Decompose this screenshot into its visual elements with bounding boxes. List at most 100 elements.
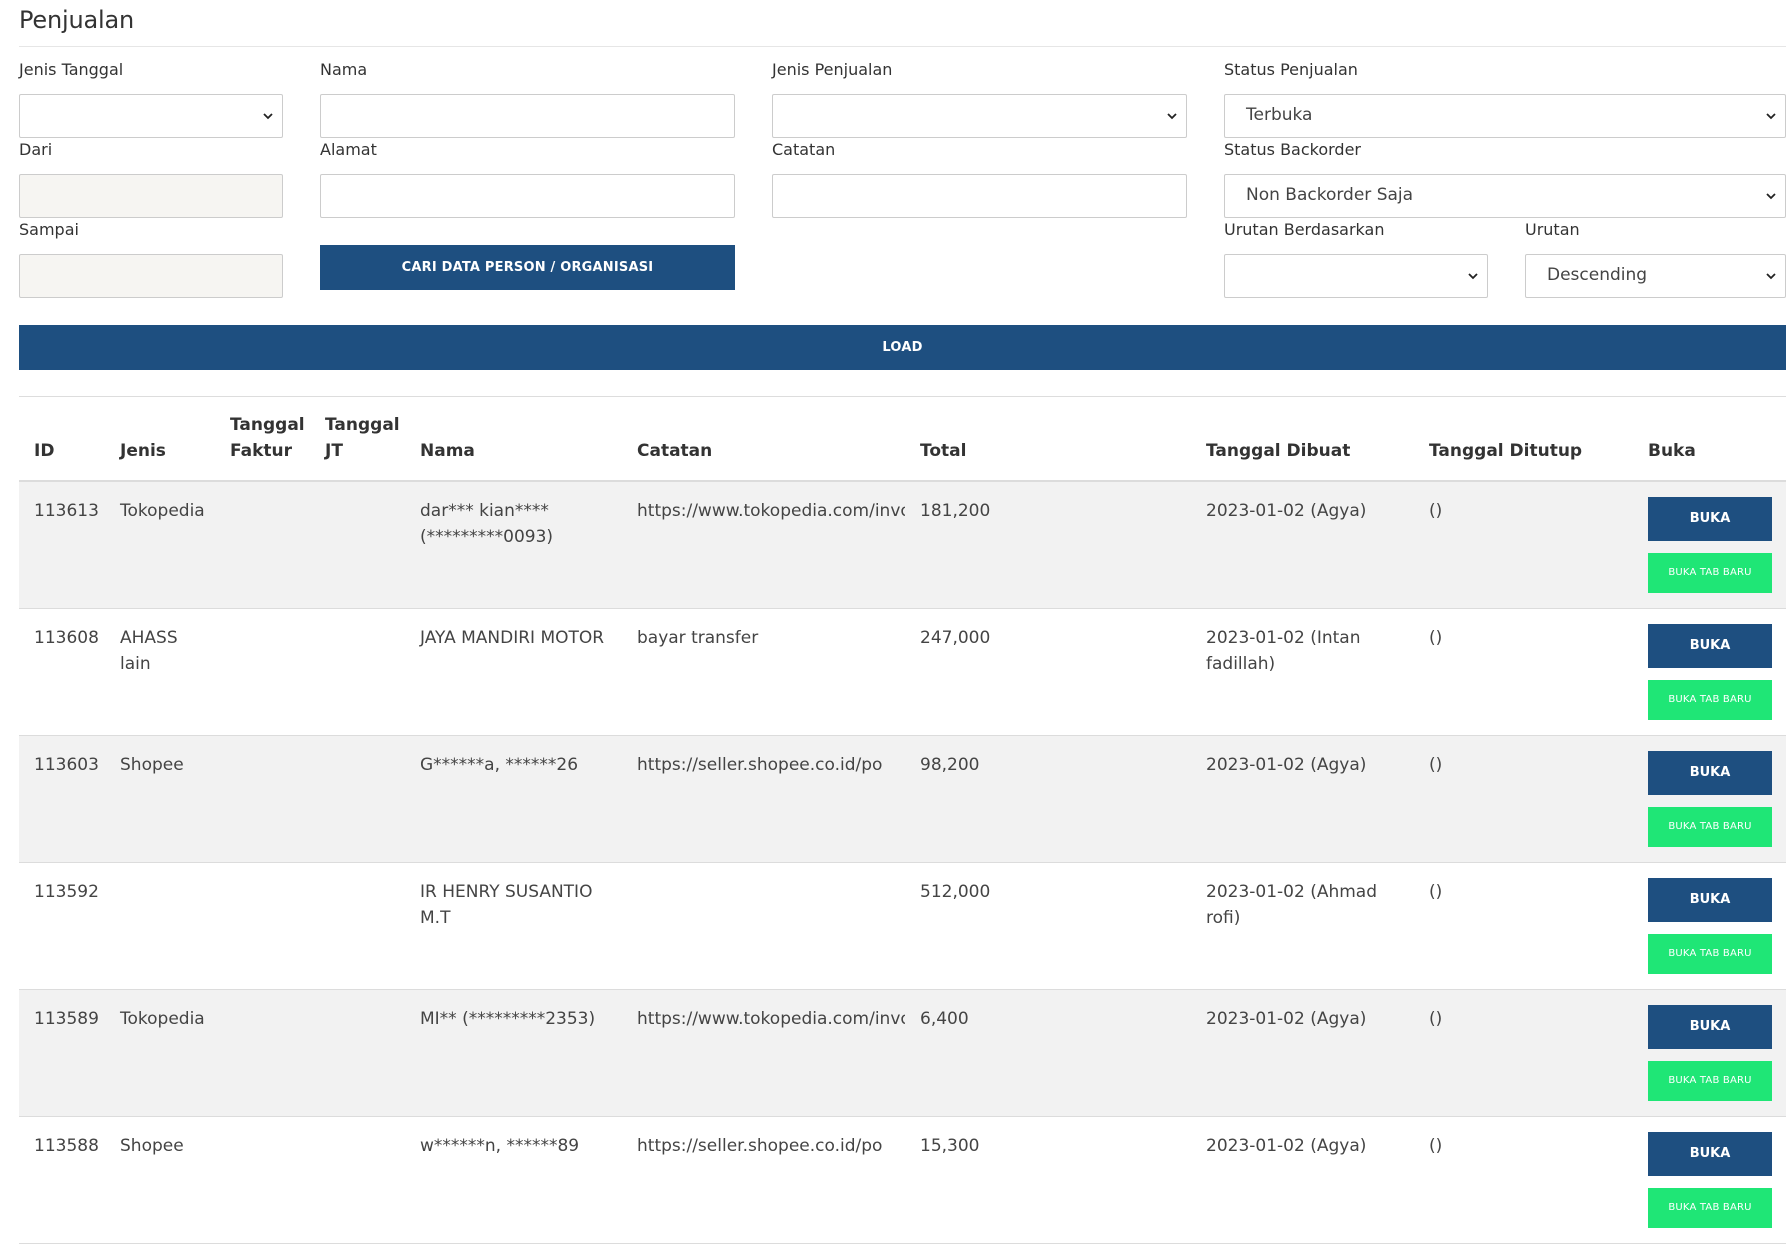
dari-label: Dari	[19, 140, 53, 159]
col-header-jenis[interactable]: Jenis	[105, 396, 215, 482]
cell-tanggal-dibuat: 2023-01-02 (Ahmad rofi)	[1191, 862, 1414, 990]
cell-actions: BUKA BUKA TAB BARU	[1633, 481, 1786, 609]
buka-button[interactable]: BUKA	[1648, 623, 1772, 668]
load-button[interactable]: LOAD	[19, 325, 1786, 370]
buka-tab-baru-button[interactable]: BUKA TAB BARU	[1648, 1060, 1772, 1101]
buka-button[interactable]: BUKA	[1648, 497, 1772, 541]
col-header-tanggal-jt[interactable]: Tanggal JT	[310, 396, 405, 482]
cell-id: 113592	[19, 862, 105, 990]
buka-button[interactable]: BUKA	[1648, 1004, 1772, 1049]
chevron-down-icon	[1766, 193, 1776, 200]
sampai-label: Sampai	[19, 220, 79, 239]
urutan-value: Descending	[1547, 265, 1648, 285]
cell-nama: JAYA MANDIRI MOTOR	[405, 608, 622, 736]
urutan-berdasarkan-label: Urutan Berdasarkan	[1224, 220, 1385, 239]
jenis-tanggal-select[interactable]	[19, 94, 283, 138]
cell-id: 113603	[19, 735, 105, 863]
status-backorder-select[interactable]: Non Backorder Saja	[1224, 174, 1786, 218]
col-header-buka: Buka	[1633, 396, 1786, 482]
catatan-label: Catatan	[772, 140, 836, 159]
page-title: Penjualan	[19, 6, 134, 34]
catatan-input[interactable]	[772, 174, 1187, 218]
cell-total: 15,300	[905, 1116, 1191, 1244]
cell-jenis: Tokopedia	[105, 481, 215, 609]
cell-tanggal-faktur	[215, 862, 310, 990]
cell-total: 181,200	[905, 481, 1191, 609]
cell-tanggal-ditutup: ()	[1414, 608, 1633, 736]
urutan-label: Urutan	[1525, 220, 1580, 239]
cell-tanggal-jt	[310, 989, 405, 1117]
alamat-label: Alamat	[320, 140, 377, 159]
cell-tanggal-ditutup: ()	[1414, 735, 1633, 863]
col-header-tanggal-ditutup[interactable]: Tanggal Ditutup	[1414, 396, 1633, 482]
buka-tab-baru-button[interactable]: BUKA TAB BARU	[1648, 806, 1772, 847]
buka-button[interactable]: BUKA	[1648, 1131, 1772, 1176]
cell-total: 247,000	[905, 608, 1191, 736]
chevron-down-icon	[1766, 273, 1776, 280]
dari-date-field[interactable]	[19, 174, 283, 218]
sampai-date-field[interactable]	[19, 254, 283, 298]
cell-actions: BUKA BUKA TAB BARU	[1633, 1116, 1786, 1244]
col-header-tanggal-faktur[interactable]: Tanggal Faktur	[215, 396, 310, 482]
cell-id: 113589	[19, 989, 105, 1117]
cell-tanggal-dibuat: 2023-01-02 (Agya)	[1191, 481, 1414, 609]
cell-actions: BUKA BUKA TAB BARU	[1633, 989, 1786, 1117]
nama-input[interactable]	[320, 94, 735, 138]
cell-jenis	[105, 862, 215, 990]
cell-tanggal-jt	[310, 608, 405, 736]
cell-jenis: Shopee	[105, 735, 215, 863]
cell-tanggal-ditutup: ()	[1414, 1116, 1633, 1244]
cell-actions: BUKA BUKA TAB BARU	[1633, 608, 1786, 736]
cari-data-person-button[interactable]: CARI DATA PERSON / ORGANISASI	[320, 245, 735, 290]
col-header-total[interactable]: Total	[905, 396, 1191, 482]
cell-total: 98,200	[905, 735, 1191, 863]
jenis-penjualan-label: Jenis Penjualan	[772, 60, 893, 79]
buka-tab-baru-button[interactable]: BUKA TAB BARU	[1648, 553, 1772, 593]
jenis-penjualan-select[interactable]	[772, 94, 1187, 138]
cell-tanggal-ditutup: ()	[1414, 989, 1633, 1117]
col-header-nama[interactable]: Nama	[405, 396, 622, 482]
buka-tab-baru-button[interactable]: BUKA TAB BARU	[1648, 1187, 1772, 1228]
buka-tab-baru-button[interactable]: BUKA TAB BARU	[1648, 933, 1772, 974]
cell-nama: MI** (*********2353)	[405, 989, 622, 1117]
cell-catatan: https://www.tokopedia.com/invo	[622, 481, 905, 609]
cell-nama: w******n, ******89	[405, 1116, 622, 1244]
cell-nama: G******a, ******26	[405, 735, 622, 863]
urutan-berdasarkan-select[interactable]	[1224, 254, 1488, 298]
col-header-tanggal-jt-line1: Tanggal	[325, 415, 400, 435]
col-header-id[interactable]: ID	[19, 396, 105, 482]
chevron-down-icon	[263, 113, 273, 120]
buka-button[interactable]: BUKA	[1648, 750, 1772, 795]
cell-id: 113608	[19, 608, 105, 736]
buka-tab-baru-button[interactable]: BUKA TAB BARU	[1648, 679, 1772, 720]
table-row: 113588 Shopee w******n, ******89 https:/…	[19, 1116, 1786, 1244]
status-penjualan-select[interactable]: Terbuka	[1224, 94, 1786, 138]
cell-nama: dar*** kian**** (*********0093)	[405, 481, 622, 609]
cell-tanggal-faktur	[215, 481, 310, 609]
cell-tanggal-dibuat: 2023-01-02 (Agya)	[1191, 735, 1414, 863]
table-row: 113603 Shopee G******a, ******26 https:/…	[19, 735, 1786, 863]
cell-catatan	[622, 862, 905, 990]
table-row: 113592 IR HENRY SUSANTIO M.T 512,000 202…	[19, 862, 1786, 990]
buka-button[interactable]: BUKA	[1648, 877, 1772, 922]
alamat-input[interactable]	[320, 174, 735, 218]
cell-catatan: https://seller.shopee.co.id/po	[622, 735, 905, 863]
status-penjualan-value: Terbuka	[1246, 105, 1313, 125]
cell-tanggal-jt	[310, 862, 405, 990]
cell-id: 113588	[19, 1116, 105, 1244]
cell-tanggal-faktur	[215, 608, 310, 736]
sales-table-wrapper: ID Jenis Tanggal Faktur Tanggal JT Nama Ca…	[19, 396, 1786, 1244]
cell-tanggal-dibuat: 2023-01-02 (Agya)	[1191, 1116, 1414, 1244]
cell-tanggal-ditutup: ()	[1414, 862, 1633, 990]
col-header-tanggal-jt-line2: JT	[325, 441, 343, 461]
table-header-row: ID Jenis Tanggal Faktur Tanggal JT Nama Ca…	[19, 396, 1786, 482]
col-header-catatan[interactable]: Catatan	[622, 396, 905, 482]
jenis-tanggal-label: Jenis Tanggal	[19, 60, 124, 79]
nama-label: Nama	[320, 60, 368, 79]
status-backorder-value: Non Backorder Saja	[1246, 185, 1414, 205]
col-header-tanggal-faktur-line2: Faktur	[230, 441, 293, 461]
cell-tanggal-faktur	[215, 989, 310, 1117]
col-header-tanggal-dibuat[interactable]: Tanggal Dibuat	[1191, 396, 1414, 482]
urutan-select[interactable]: Descending	[1525, 254, 1786, 298]
